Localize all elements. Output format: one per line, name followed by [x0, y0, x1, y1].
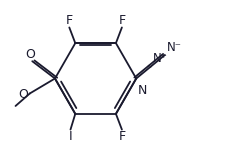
Text: F: F — [66, 14, 73, 27]
Text: F: F — [118, 14, 125, 27]
Text: O: O — [18, 89, 28, 101]
Text: N⁺: N⁺ — [152, 52, 167, 65]
Text: O: O — [25, 48, 35, 61]
Text: N: N — [137, 84, 147, 97]
Text: N⁻: N⁻ — [167, 41, 182, 54]
Text: F: F — [118, 130, 125, 143]
Text: I: I — [69, 130, 72, 143]
